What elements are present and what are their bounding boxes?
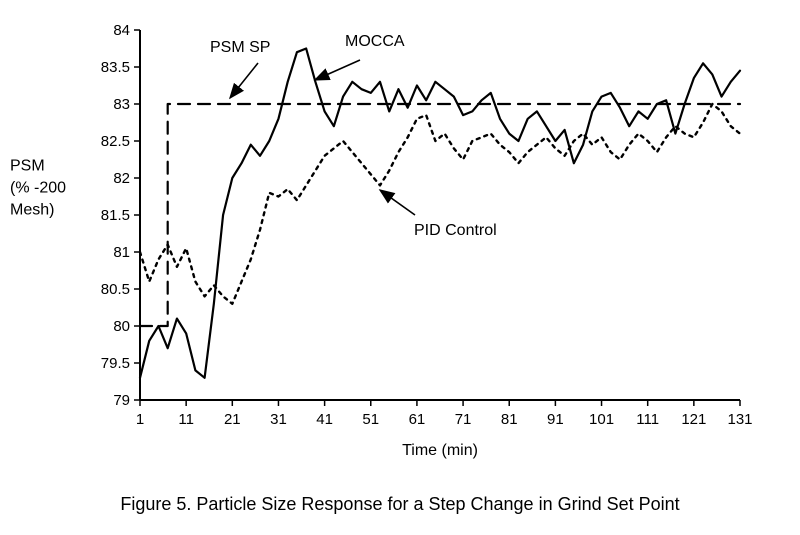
x-tick-label: 121 <box>681 411 706 428</box>
x-tick-label: 91 <box>547 411 564 428</box>
x-tick-label: 101 <box>589 411 614 428</box>
y-axis-label: (% -200 <box>10 180 66 197</box>
y-tick-label: 80.5 <box>101 281 130 298</box>
y-tick-label: 79 <box>113 392 130 409</box>
y-tick-label: 80 <box>113 318 130 335</box>
annotation-label: MOCCA <box>345 33 405 50</box>
x-tick-label: 61 <box>409 411 426 428</box>
y-tick-label: 84 <box>113 22 130 39</box>
y-tick-label: 82.5 <box>101 133 130 150</box>
annotation-label: PID Control <box>414 222 497 239</box>
y-tick-label: 81 <box>113 244 130 261</box>
y-tick-label: 82 <box>113 170 130 187</box>
y-tick-label: 79.5 <box>101 355 130 372</box>
y-axis-label: PSM <box>10 158 45 175</box>
x-axis-label: Time (min) <box>402 442 478 459</box>
x-tick-label: 111 <box>636 411 659 428</box>
x-tick-label: 81 <box>501 411 518 428</box>
x-tick-label: 1 <box>136 411 144 428</box>
y-tick-label: 81.5 <box>101 207 130 224</box>
x-tick-label: 21 <box>224 411 241 428</box>
x-tick-label: 71 <box>455 411 472 428</box>
x-tick-label: 11 <box>178 411 194 428</box>
x-tick-label: 31 <box>270 411 287 428</box>
x-tick-label: 51 <box>362 411 379 428</box>
x-tick-label: 41 <box>316 411 333 428</box>
y-axis-label: Mesh) <box>10 202 54 219</box>
y-tick-label: 83 <box>113 96 130 113</box>
x-tick-label: 131 <box>727 411 752 428</box>
chart-container: 7979.58080.58181.58282.58383.58411121314… <box>0 0 800 535</box>
annotation-label: PSM SP <box>210 39 270 56</box>
y-tick-label: 83.5 <box>101 59 130 76</box>
figure-caption: Figure 5. Particle Size Response for a S… <box>120 494 679 514</box>
chart-svg: 7979.58080.58181.58282.58383.58411121314… <box>0 0 800 535</box>
